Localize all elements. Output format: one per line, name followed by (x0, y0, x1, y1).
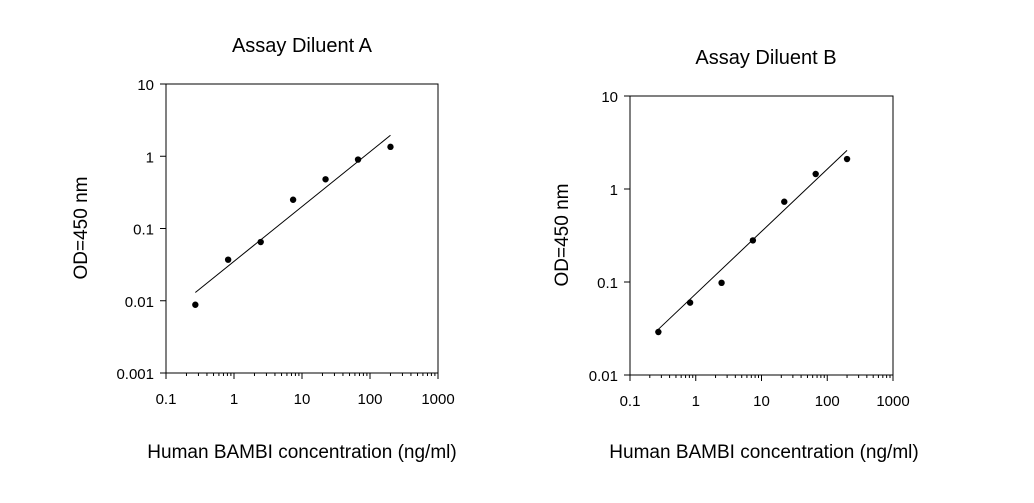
chart-b-title: Assay Diluent B (695, 47, 836, 69)
chart-b-frame (629, 95, 894, 376)
chart-a-data-point (354, 156, 362, 163)
chart-a-data-point (257, 238, 264, 246)
chart-b-x-tick-label: 100 (815, 393, 840, 410)
chart-b-x-tick-label: 10 (753, 393, 770, 410)
chart-b-y-tick-label: 1 (610, 182, 618, 199)
chart-a-data-point (289, 196, 297, 203)
chart-a-x-tick-label: 0.1 (156, 391, 177, 408)
chart-a-title: Assay Diluent A (232, 35, 373, 57)
chart-panel-b: Assay Diluent B OD=450 nm Human BAMBI co… (552, 47, 919, 463)
chart-a-data-point (322, 176, 329, 183)
chart-b-x-tick-label: 1 (692, 393, 700, 410)
chart-a-plot-area: 0.1 1 10 100 1000 0.001 0.01 0.1 1 10 (116, 77, 454, 408)
chart-a-x-tick-label: 1 (230, 391, 238, 408)
chart-b-xlabel: Human BAMBI concentration (ng/ml) (609, 442, 918, 463)
chart-a-data-point (224, 256, 232, 263)
chart-a-y-tick-label: 0.1 (133, 222, 154, 239)
chart-a-data-point (192, 301, 199, 308)
chart-b-ylabel: OD=450 nm (552, 184, 573, 287)
chart-b-y-tick-label: 10 (601, 89, 618, 106)
chart-a-x-tick-label: 1000 (421, 391, 454, 408)
chart-a-y-tick-label: 1 (146, 149, 154, 166)
chart-b-data-point (686, 299, 694, 306)
chart-a-y-tick-label: 10 (137, 77, 154, 94)
chart-b-y-tick-label: 0.01 (589, 368, 618, 385)
chart-b-data-point (655, 328, 662, 336)
chart-panel-a: Assay Diluent A OD=450 nm Human BAMBI co… (71, 35, 457, 463)
chart-a-fit-line (195, 134, 391, 293)
chart-b-data-point (812, 170, 819, 178)
chart-a-y-tick-label: 0.01 (125, 294, 154, 311)
chart-b-data-point (843, 155, 851, 163)
chart-a-x-tick-label: 10 (294, 391, 311, 408)
chart-a-y-tick-label: 0.001 (116, 366, 154, 383)
chart-a-data-point (387, 143, 394, 151)
chart-b-y-tick-label: 0.1 (597, 275, 618, 292)
chart-a-ylabel: OD=450 nm (71, 177, 92, 280)
chart-b-x-tick-label: 0.1 (620, 393, 641, 410)
chart-a-x-tick-label: 100 (357, 391, 382, 408)
chart-b-data-point (718, 279, 725, 287)
chart-b-x-tick-label: 1000 (876, 393, 909, 410)
chart-a-xlabel: Human BAMBI concentration (ng/ml) (147, 442, 456, 463)
chart-b-data-point (781, 198, 788, 205)
chart-a-frame (165, 83, 439, 374)
chart-b-data-point (749, 237, 757, 244)
